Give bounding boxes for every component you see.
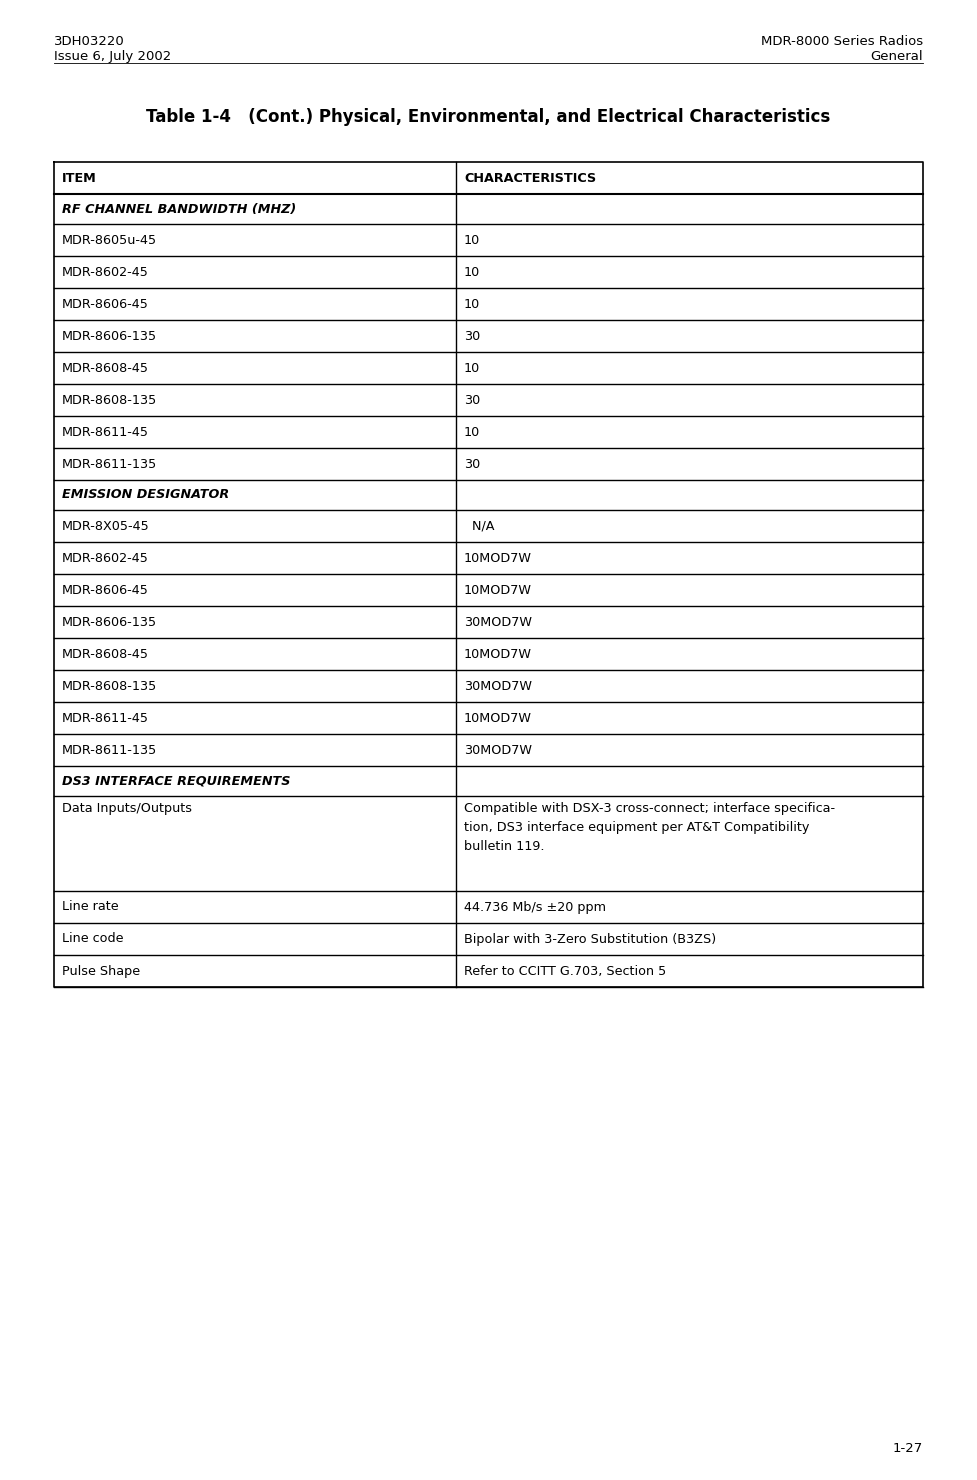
Text: ITEM: ITEM	[62, 172, 97, 185]
Text: Line rate: Line rate	[62, 900, 118, 913]
Text: MDR-8602-45: MDR-8602-45	[62, 265, 149, 278]
Text: MDR-8608-45: MDR-8608-45	[62, 361, 149, 374]
Text: 30: 30	[464, 394, 481, 407]
Text: MDR-8602-45: MDR-8602-45	[62, 552, 149, 564]
Text: MDR-8605u-45: MDR-8605u-45	[62, 234, 157, 247]
Text: 10: 10	[464, 265, 481, 278]
Text: Data Inputs/Outputs: Data Inputs/Outputs	[62, 802, 192, 815]
Text: MDR-8606-135: MDR-8606-135	[62, 330, 157, 342]
Text: EMISSION DESIGNATOR: EMISSION DESIGNATOR	[62, 488, 230, 502]
Text: 3DH03220
Issue 6, July 2002: 3DH03220 Issue 6, July 2002	[54, 36, 171, 64]
Text: Compatible with DSX-3 cross-connect; interface specifica-
tion, DS3 interface eq: Compatible with DSX-3 cross-connect; int…	[464, 802, 835, 852]
Text: 44.736 Mb/s ±20 ppm: 44.736 Mb/s ±20 ppm	[464, 900, 606, 913]
Text: 30MOD7W: 30MOD7W	[464, 616, 532, 629]
Text: CHARACTERISTICS: CHARACTERISTICS	[464, 172, 596, 185]
Text: MDR-8611-45: MDR-8611-45	[62, 712, 149, 725]
Text: Refer to CCITT G.703, Section 5: Refer to CCITT G.703, Section 5	[464, 965, 666, 977]
Text: 10: 10	[464, 234, 481, 247]
Text: 10MOD7W: 10MOD7W	[464, 583, 532, 596]
Text: 10MOD7W: 10MOD7W	[464, 552, 532, 564]
Text: MDR-8608-135: MDR-8608-135	[62, 394, 157, 407]
Text: MDR-8000 Series Radios
General: MDR-8000 Series Radios General	[761, 36, 923, 64]
Text: Bipolar with 3-Zero Substitution (B3ZS): Bipolar with 3-Zero Substitution (B3ZS)	[464, 932, 716, 946]
Text: RF CHANNEL BANDWIDTH (MHZ): RF CHANNEL BANDWIDTH (MHZ)	[62, 203, 296, 216]
Text: MDR-8608-135: MDR-8608-135	[62, 679, 157, 693]
Text: 1-27: 1-27	[893, 1442, 923, 1455]
Text: MDR-8611-135: MDR-8611-135	[62, 743, 157, 756]
Text: MDR-8611-135: MDR-8611-135	[62, 457, 157, 471]
Text: 10MOD7W: 10MOD7W	[464, 712, 532, 725]
Text: Pulse Shape: Pulse Shape	[62, 965, 140, 977]
Text: Table 1-4   (Cont.) Physical, Environmental, and Electrical Characteristics: Table 1-4 (Cont.) Physical, Environmenta…	[147, 108, 830, 126]
Text: 30MOD7W: 30MOD7W	[464, 743, 532, 756]
Text: MDR-8608-45: MDR-8608-45	[62, 648, 149, 660]
Text: 30MOD7W: 30MOD7W	[464, 679, 532, 693]
Text: MDR-8606-135: MDR-8606-135	[62, 616, 157, 629]
Text: MDR-8611-45: MDR-8611-45	[62, 426, 149, 438]
Text: 30: 30	[464, 330, 481, 342]
Text: N/A: N/A	[464, 519, 494, 533]
Text: MDR-8606-45: MDR-8606-45	[62, 297, 149, 311]
Text: 10MOD7W: 10MOD7W	[464, 648, 532, 660]
Text: Line code: Line code	[62, 932, 123, 946]
Text: MDR-8606-45: MDR-8606-45	[62, 583, 149, 596]
Text: 10: 10	[464, 297, 481, 311]
Text: MDR-8X05-45: MDR-8X05-45	[62, 519, 149, 533]
Text: DS3 INTERFACE REQUIREMENTS: DS3 INTERFACE REQUIREMENTS	[62, 774, 290, 787]
Text: 30: 30	[464, 457, 481, 471]
Text: 10: 10	[464, 361, 481, 374]
Text: 10: 10	[464, 426, 481, 438]
